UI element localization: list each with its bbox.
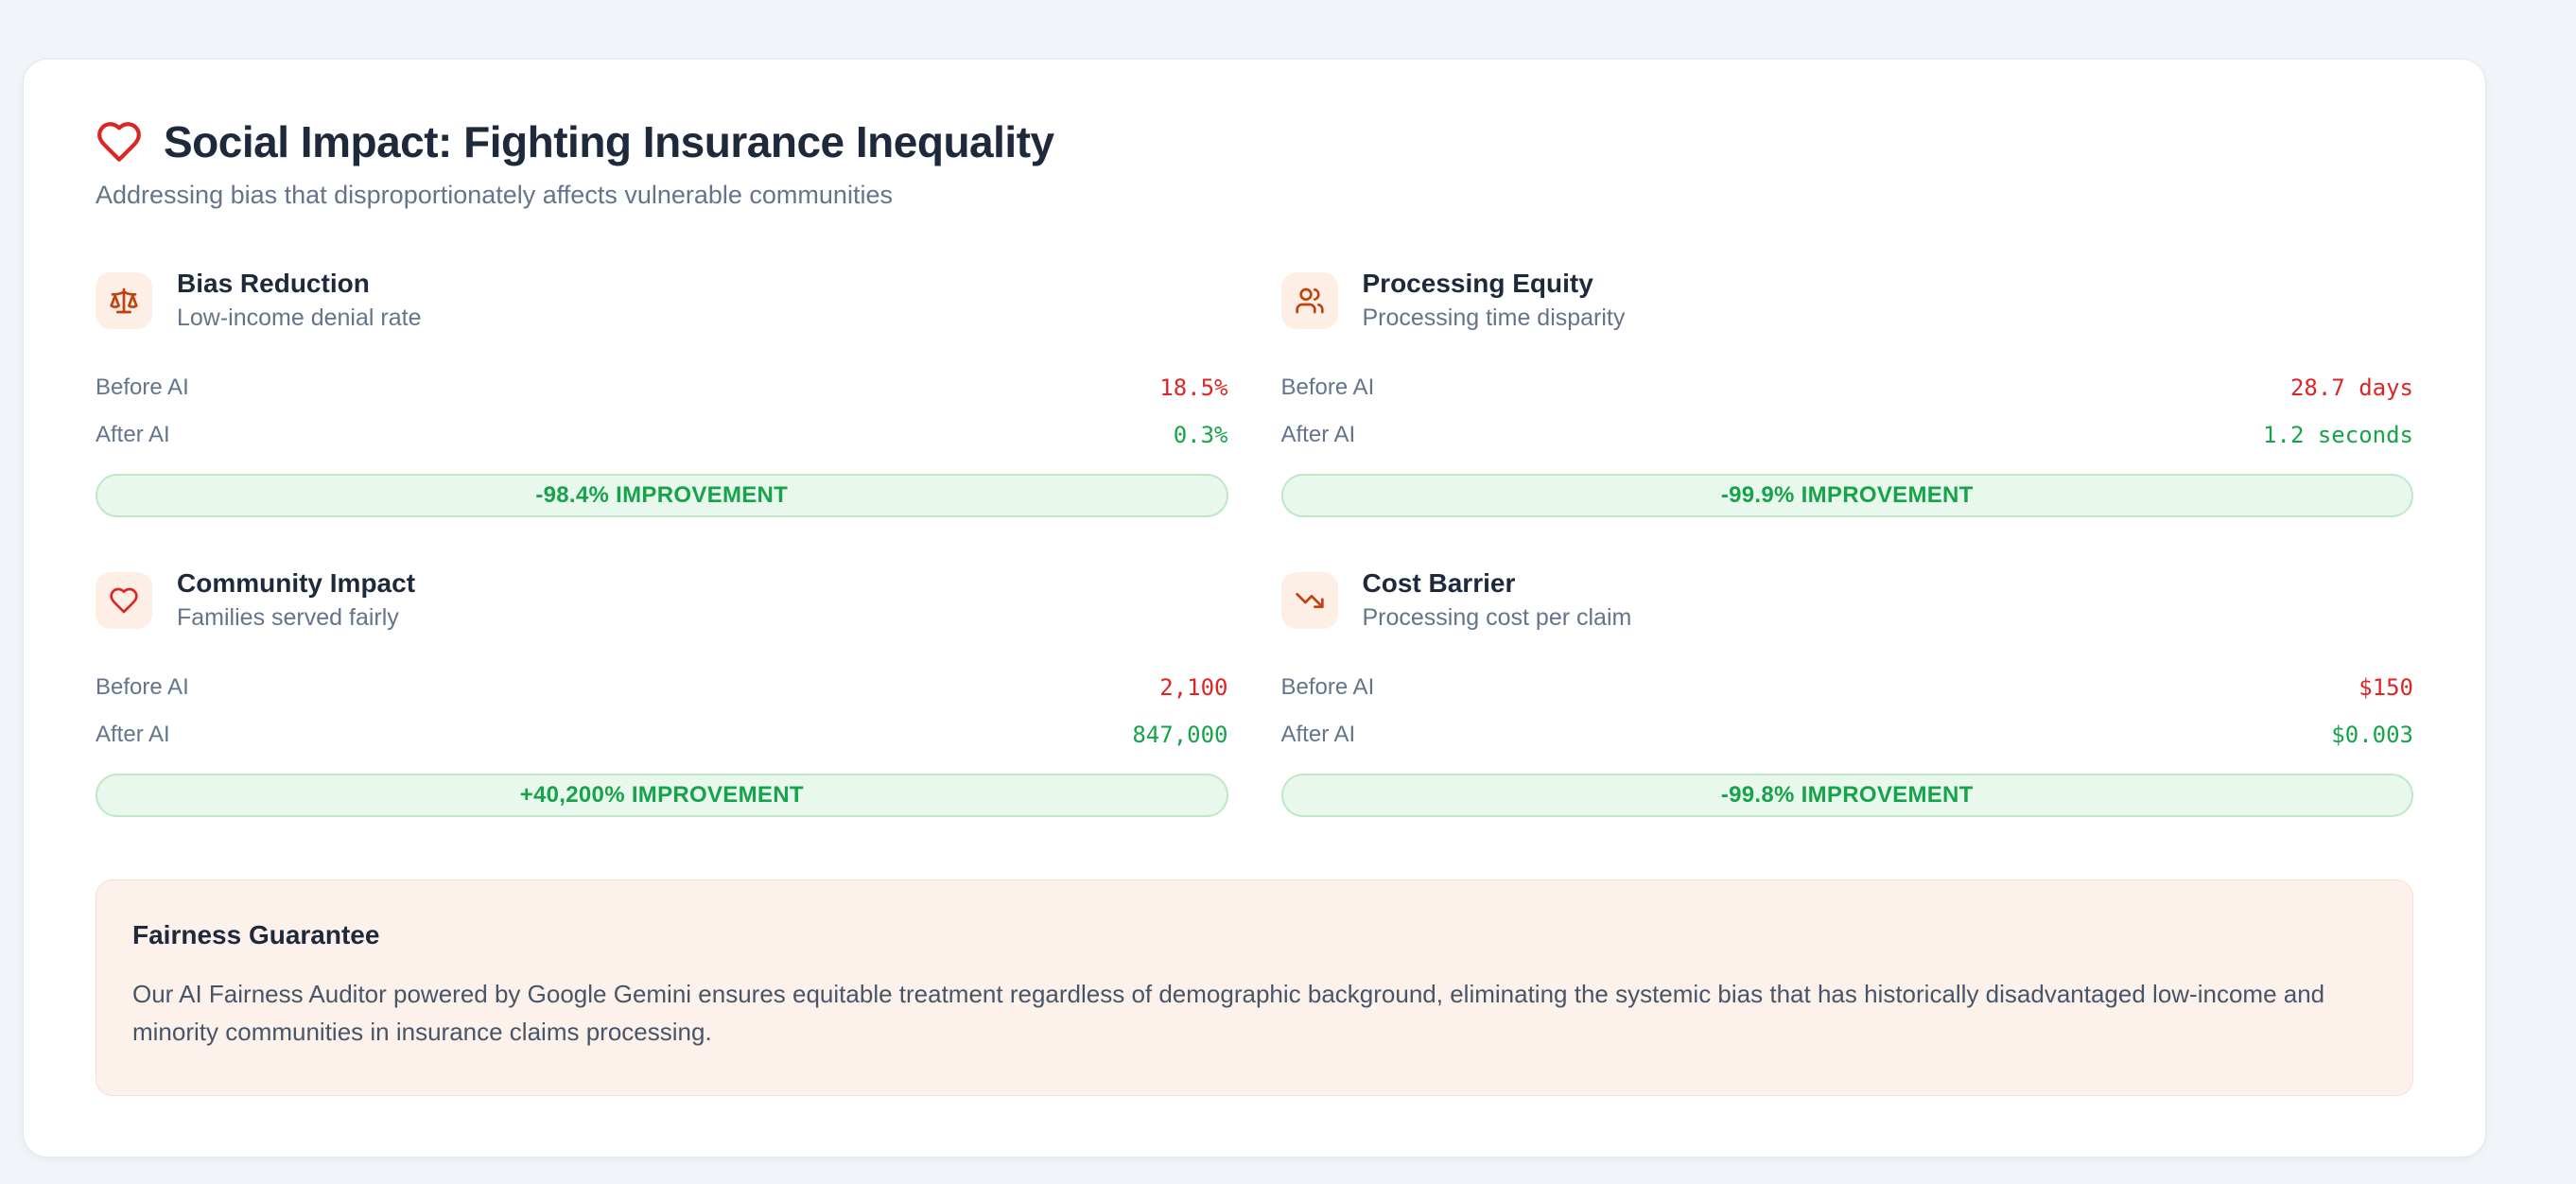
- before-ai-label: Before AI: [1280, 374, 1375, 400]
- metric-processing-equity: Processing Equity Processing time dispar…: [1280, 269, 2414, 517]
- after-ai-label: After AI: [96, 722, 170, 747]
- metric-subtitle: Low-income denial rate: [177, 305, 422, 331]
- improvement-badge: +40,200% IMPROVEMENT: [96, 774, 1228, 817]
- metric-head: Bias Reduction Low-income denial rate: [96, 269, 1228, 332]
- after-ai-label: After AI: [1280, 422, 1356, 447]
- metric-head-text: Processing Equity Processing time dispar…: [1363, 269, 1626, 332]
- after-ai-value: 0.3%: [1173, 422, 1228, 448]
- after-ai-row: After AI 847,000: [96, 711, 1228, 758]
- before-ai-row: Before AI $150: [1281, 664, 2414, 711]
- improvement-badge: -99.8% IMPROVEMENT: [1280, 774, 2413, 817]
- metric-head: Community Impact Families served fairly: [96, 568, 1228, 632]
- users-icon: [1280, 271, 1338, 329]
- after-ai-value: 847,000: [1132, 722, 1228, 748]
- heart-icon: [96, 571, 152, 629]
- before-ai-row: Before AI 18.5%: [96, 364, 1228, 411]
- after-ai-value: $0.003: [2331, 722, 2413, 748]
- page-title: Social Impact: Fighting Insurance Inequa…: [164, 117, 1054, 166]
- fairness-guarantee-title: Fairness Guarantee: [132, 920, 380, 949]
- metric-cost-barrier: Cost Barrier Processing cost per claim B…: [1280, 568, 2414, 817]
- heart-icon: [96, 118, 143, 165]
- after-ai-row: After AI $0.003: [1281, 711, 2414, 758]
- metric-subtitle: Processing cost per claim: [1362, 604, 1632, 631]
- improvement-badge: -98.4% IMPROVEMENT: [96, 474, 1228, 517]
- before-ai-label: Before AI: [96, 674, 189, 700]
- fairness-guarantee-body: Our AI Fairness Auditor powered by Googl…: [132, 980, 2325, 1047]
- metric-title: Bias Reduction: [177, 269, 370, 298]
- metric-head-text: Bias Reduction Low-income denial rate: [177, 269, 421, 332]
- metric-head-text: Cost Barrier Processing cost per claim: [1363, 568, 1632, 632]
- before-ai-row: Before AI 2,100: [96, 664, 1228, 711]
- before-ai-value: 2,100: [1159, 674, 1228, 701]
- after-ai-value: 1.2 seconds: [2263, 422, 2413, 448]
- metric-subtitle: Processing time disparity: [1362, 305, 1626, 331]
- before-ai-row: Before AI 28.7 days: [1281, 364, 2414, 411]
- after-ai-label: After AI: [1280, 722, 1356, 747]
- metric-title: Community Impact: [177, 568, 416, 598]
- header: Social Impact: Fighting Insurance Inequa…: [96, 116, 2413, 167]
- metric-head-text: Community Impact Families served fairly: [177, 568, 415, 632]
- trending-down-icon: [1280, 571, 1338, 629]
- social-impact-card: Social Impact: Fighting Insurance Inequa…: [23, 59, 2486, 1158]
- metric-bias-reduction: Bias Reduction Low-income denial rate Be…: [96, 269, 1228, 517]
- metric-head: Processing Equity Processing time dispar…: [1280, 269, 2414, 332]
- before-ai-value: 28.7 days: [2289, 374, 2413, 401]
- page-subtitle: Addressing bias that disproportionately …: [96, 181, 893, 209]
- fairness-guarantee-panel: Fairness Guarantee Our AI Fairness Audit…: [96, 879, 2413, 1096]
- after-ai-row: After AI 0.3%: [96, 411, 1228, 459]
- metric-title: Processing Equity: [1362, 269, 1593, 298]
- before-ai-value: $150: [2358, 674, 2413, 701]
- after-ai-row: After AI 1.2 seconds: [1281, 411, 2414, 459]
- metric-community-impact: Community Impact Families served fairly …: [96, 568, 1228, 817]
- improvement-badge: -99.9% IMPROVEMENT: [1280, 474, 2413, 517]
- after-ai-label: After AI: [96, 422, 170, 447]
- metrics-grid: Bias Reduction Low-income denial rate Be…: [96, 269, 2413, 817]
- metric-subtitle: Families served fairly: [177, 604, 399, 631]
- before-ai-value: 18.5%: [1159, 374, 1228, 401]
- before-ai-label: Before AI: [1280, 674, 1375, 700]
- scale-icon: [96, 271, 152, 329]
- metric-head: Cost Barrier Processing cost per claim: [1280, 568, 2414, 632]
- metric-title: Cost Barrier: [1362, 568, 1516, 598]
- before-ai-label: Before AI: [96, 374, 189, 400]
